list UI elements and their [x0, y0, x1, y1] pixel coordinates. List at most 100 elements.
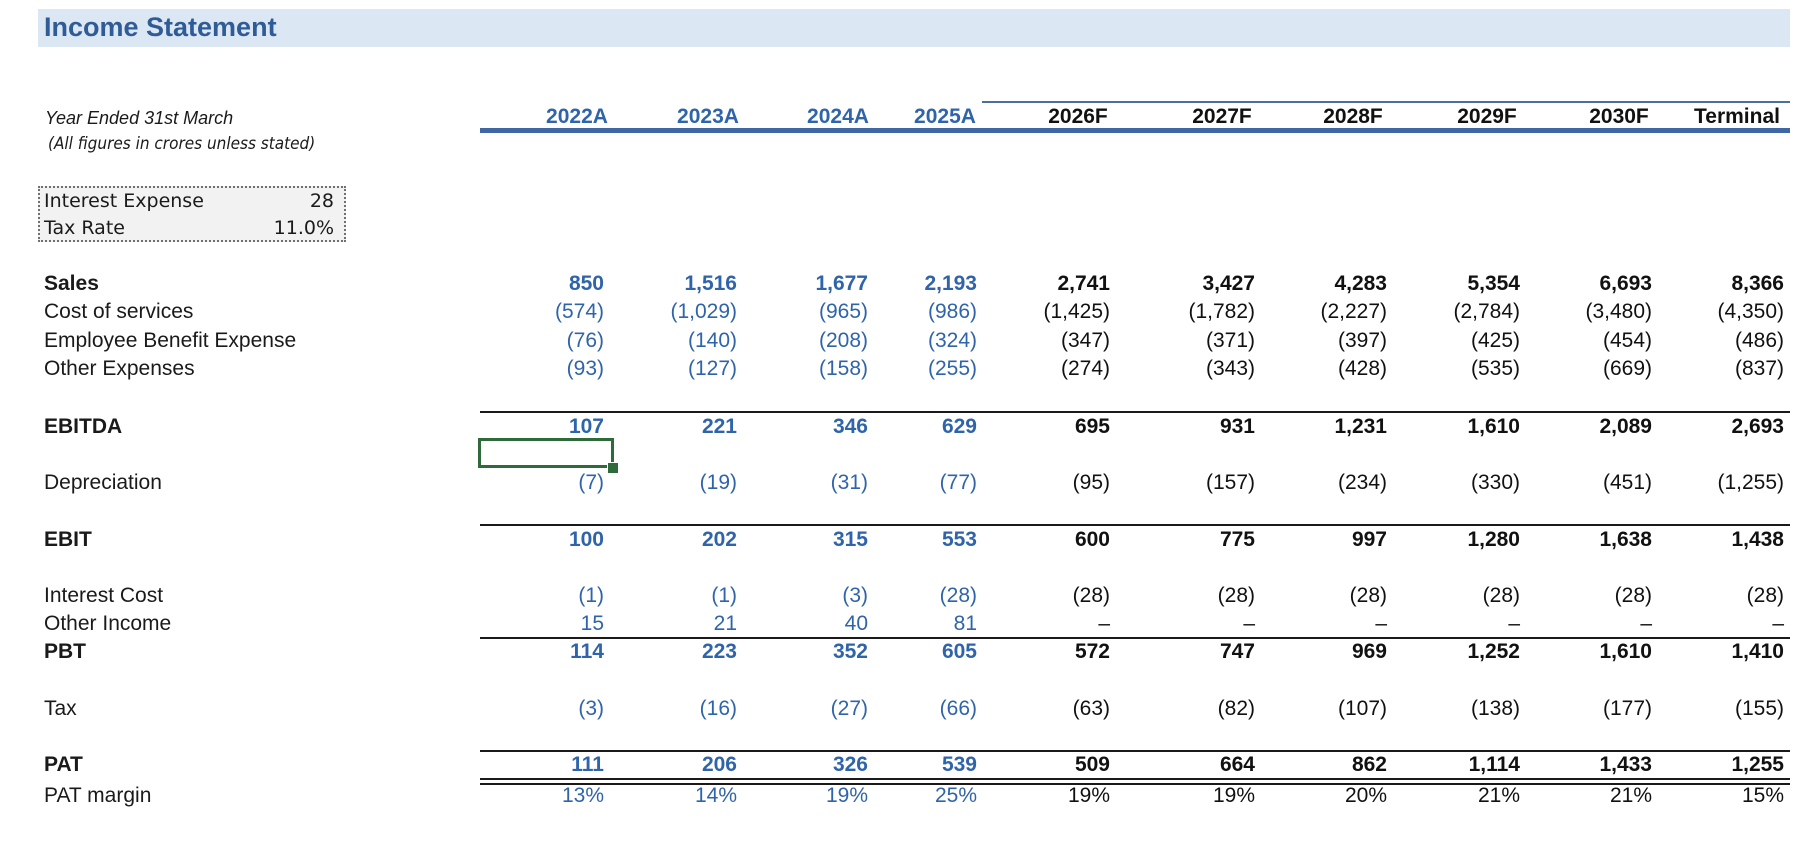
- cell-ebitda-2027f[interactable]: 931: [1219, 415, 1255, 438]
- cell-other-income-2026f[interactable]: –: [1098, 612, 1110, 635]
- cell-ebit-2027f[interactable]: 775: [1219, 528, 1255, 551]
- cell-interest-cost-2026f[interactable]: (28): [1072, 584, 1110, 607]
- cell-pat-margin-2030f[interactable]: 21%: [1609, 784, 1652, 807]
- cell-ebit-terminal[interactable]: 1,438: [1731, 528, 1784, 551]
- cell-employee-benefit-2030f[interactable]: (454): [1602, 329, 1652, 352]
- cell-sales-2027f[interactable]: 3,427: [1202, 272, 1255, 295]
- cell-interest-cost-2025a[interactable]: (28): [939, 584, 977, 607]
- column-header-terminal[interactable]: Terminal: [1694, 105, 1780, 128]
- column-header-2025a[interactable]: 2025A: [914, 105, 976, 128]
- cell-other-income-2028f[interactable]: –: [1375, 612, 1387, 635]
- row-label-ebit[interactable]: EBIT: [44, 528, 92, 551]
- cell-other-expenses-2022a[interactable]: (93): [566, 357, 604, 380]
- cell-sales-2030f[interactable]: 6,693: [1599, 272, 1652, 295]
- cell-ebit-2030f[interactable]: 1,638: [1599, 528, 1652, 551]
- cell-interest-cost-2022a[interactable]: (1): [578, 584, 604, 607]
- assumptions-box[interactable]: Interest Expense 28 Tax Rate 11.0%: [38, 186, 346, 242]
- column-header-2028f[interactable]: 2028F: [1323, 105, 1383, 128]
- cell-sales-2023a[interactable]: 1,516: [684, 272, 737, 295]
- cell-tax-2024a[interactable]: (27): [830, 697, 868, 720]
- cell-cost-of-services-terminal[interactable]: (4,350): [1717, 300, 1784, 323]
- cell-pat-2027f[interactable]: 664: [1219, 753, 1255, 776]
- row-label-pat[interactable]: PAT: [44, 753, 83, 776]
- cell-pat-2024a[interactable]: 326: [832, 753, 868, 776]
- column-header-2029f[interactable]: 2029F: [1457, 105, 1517, 128]
- cell-interest-cost-2027f[interactable]: (28): [1217, 584, 1255, 607]
- row-label-interest-cost[interactable]: Interest Cost: [44, 584, 164, 607]
- cell-interest-cost-2028f[interactable]: (28): [1349, 584, 1387, 607]
- cell-ebitda-2022a[interactable]: 107: [568, 415, 604, 438]
- cell-pbt-2030f[interactable]: 1,610: [1599, 640, 1652, 663]
- cell-other-income-2030f[interactable]: –: [1640, 612, 1652, 635]
- cell-employee-benefit-2024a[interactable]: (208): [818, 329, 868, 352]
- cell-pbt-2022a[interactable]: 114: [570, 640, 604, 663]
- cell-sales-2025a[interactable]: 2,193: [924, 272, 977, 295]
- row-label-cost-of-services[interactable]: Cost of services: [44, 300, 194, 323]
- row-label-pat-margin[interactable]: PAT margin: [44, 784, 152, 807]
- cell-pbt-2028f[interactable]: 969: [1351, 640, 1387, 663]
- cell-pat-2022a[interactable]: 111: [571, 753, 604, 776]
- cell-depreciation-2024a[interactable]: (31): [830, 471, 868, 494]
- cell-other-expenses-terminal[interactable]: (837): [1734, 357, 1784, 380]
- row-label-other-income[interactable]: Other Income: [44, 612, 172, 635]
- cell-pbt-2024a[interactable]: 352: [832, 640, 868, 663]
- cell-other-expenses-2029f[interactable]: (535): [1470, 357, 1520, 380]
- cell-employee-benefit-2027f[interactable]: (371): [1205, 329, 1255, 352]
- cell-depreciation-2025a[interactable]: (77): [939, 471, 977, 494]
- cell-employee-benefit-2029f[interactable]: (425): [1470, 329, 1520, 352]
- cell-pat-2030f[interactable]: 1,433: [1599, 753, 1652, 776]
- cell-pbt-terminal[interactable]: 1,410: [1731, 640, 1784, 663]
- cell-ebit-2025a[interactable]: 553: [941, 528, 977, 551]
- cell-ebitda-terminal[interactable]: 2,693: [1731, 415, 1784, 438]
- cell-depreciation-2030f[interactable]: (451): [1602, 471, 1652, 494]
- cell-employee-benefit-2022a[interactable]: (76): [566, 329, 604, 352]
- cell-pbt-2025a[interactable]: 605: [941, 640, 977, 663]
- cell-ebitda-2030f[interactable]: 2,089: [1599, 415, 1652, 438]
- cell-depreciation-terminal[interactable]: (1,255): [1717, 471, 1784, 494]
- cell-interest-cost-2024a[interactable]: (3): [842, 584, 868, 607]
- column-header-2026f[interactable]: 2026F: [1048, 105, 1108, 128]
- cell-pbt-2026f[interactable]: 572: [1074, 640, 1110, 663]
- cell-employee-benefit-2025a[interactable]: (324): [927, 329, 977, 352]
- column-header-2027f[interactable]: 2027F: [1192, 105, 1252, 128]
- cell-pat-margin-2026f[interactable]: 19%: [1067, 784, 1110, 807]
- cell-tax-2028f[interactable]: (107): [1337, 697, 1387, 720]
- cell-pat-2023a[interactable]: 206: [701, 753, 737, 776]
- row-label-tax[interactable]: Tax: [44, 697, 77, 720]
- cell-tax-2026f[interactable]: (63): [1072, 697, 1110, 720]
- cell-interest-cost-terminal[interactable]: (28): [1746, 584, 1784, 607]
- cell-sales-2022a[interactable]: 850: [568, 272, 604, 295]
- cell-pat-margin-2027f[interactable]: 19%: [1212, 784, 1255, 807]
- cell-ebitda-2026f[interactable]: 695: [1074, 415, 1110, 438]
- assumption-value-tax-rate[interactable]: 11.0%: [273, 217, 334, 239]
- cell-other-expenses-2027f[interactable]: (343): [1205, 357, 1255, 380]
- column-header-2023a[interactable]: 2023A: [677, 105, 739, 128]
- cell-ebitda-2029f[interactable]: 1,610: [1467, 415, 1520, 438]
- cell-cost-of-services-2029f[interactable]: (2,784): [1453, 300, 1520, 323]
- row-label-ebitda[interactable]: EBITDA: [44, 415, 123, 438]
- cell-ebit-2023a[interactable]: 202: [701, 528, 737, 551]
- cell-tax-2023a[interactable]: (16): [699, 697, 737, 720]
- cell-tax-2022a[interactable]: (3): [578, 697, 604, 720]
- cell-other-income-2025a[interactable]: 81: [953, 612, 977, 635]
- cell-interest-cost-2023a[interactable]: (1): [711, 584, 737, 607]
- cell-other-income-terminal[interactable]: –: [1772, 612, 1784, 635]
- cell-pat-margin-2028f[interactable]: 20%: [1344, 784, 1387, 807]
- cell-interest-cost-2030f[interactable]: (28): [1614, 584, 1652, 607]
- cell-employee-benefit-2023a[interactable]: (140): [687, 329, 737, 352]
- cell-ebitda-2028f[interactable]: 1,231: [1334, 415, 1387, 438]
- cell-pat-2029f[interactable]: 1,114: [1468, 753, 1520, 776]
- column-header-2022a[interactable]: 2022A: [546, 105, 608, 128]
- cell-cost-of-services-2030f[interactable]: (3,480): [1585, 300, 1652, 323]
- cell-pat-margin-2029f[interactable]: 21%: [1477, 784, 1520, 807]
- cell-employee-benefit-2028f[interactable]: (397): [1337, 329, 1387, 352]
- cell-other-expenses-2028f[interactable]: (428): [1337, 357, 1387, 380]
- row-label-pbt[interactable]: PBT: [44, 640, 86, 663]
- cell-pat-margin-terminal[interactable]: 15%: [1741, 784, 1784, 807]
- cell-other-expenses-2026f[interactable]: (274): [1060, 357, 1110, 380]
- cell-other-income-2029f[interactable]: –: [1508, 612, 1520, 635]
- cell-pat-margin-2023a[interactable]: 14%: [694, 784, 737, 807]
- cell-ebit-2028f[interactable]: 997: [1351, 528, 1387, 551]
- cell-sales-2028f[interactable]: 4,283: [1334, 272, 1387, 295]
- cell-depreciation-2028f[interactable]: (234): [1337, 471, 1387, 494]
